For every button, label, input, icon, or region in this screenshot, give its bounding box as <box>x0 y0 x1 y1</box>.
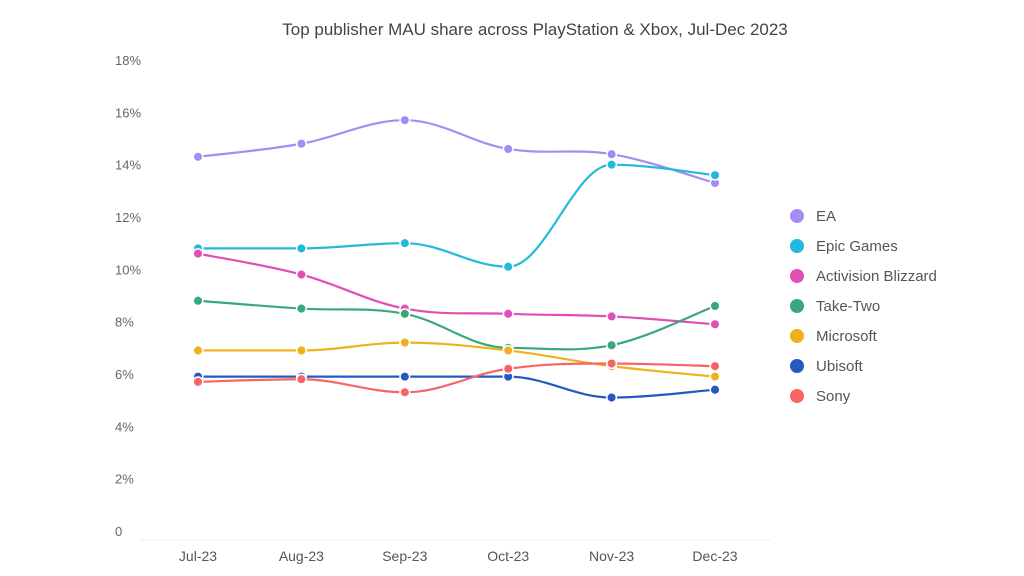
data-point-activision-blizzard <box>295 269 307 281</box>
y-tick-label: 4% <box>115 419 134 434</box>
data-point-ubisoft <box>606 392 618 404</box>
y-tick-label: 18% <box>115 53 141 68</box>
data-point-sony <box>192 376 204 388</box>
y-tick-label: 12% <box>115 210 141 225</box>
data-point-activision-blizzard <box>709 318 721 330</box>
y-tick-label: 8% <box>115 315 134 330</box>
legend-marker-take-two <box>790 299 804 313</box>
data-point-take-two <box>399 308 411 320</box>
data-point-epic-games <box>709 169 721 181</box>
series-line-take-two <box>196 299 717 351</box>
data-point-ubisoft <box>709 384 721 396</box>
legend: EA Epic Games Activision Blizzard Take-Two M… <box>790 208 937 405</box>
y-tick-label: 2% <box>115 472 134 487</box>
series-line-sony <box>196 362 717 394</box>
data-point-microsoft <box>192 344 204 357</box>
data-point-take-two <box>295 303 307 315</box>
x-tick-label: Jul-23 <box>179 548 217 564</box>
legend-marker-activision-blizzard <box>790 269 804 283</box>
y-tick-label: 14% <box>115 158 141 173</box>
data-point-microsoft <box>502 344 514 357</box>
legend-label-ea: EA <box>816 208 836 225</box>
y-tick-label: 10% <box>115 262 141 277</box>
x-tick-label: Nov-23 <box>589 548 634 564</box>
legend-label-microsoft: Microsoft <box>816 328 878 345</box>
legend-marker-epic-games <box>790 239 804 253</box>
data-point-microsoft <box>295 344 307 357</box>
data-point-take-two <box>192 295 204 307</box>
data-point-activision-blizzard <box>606 310 618 322</box>
data-point-epic-games <box>606 159 618 171</box>
data-point-take-two <box>709 300 721 312</box>
x-tick-label: Dec-23 <box>692 548 737 564</box>
data-point-activision-blizzard <box>192 248 204 260</box>
x-tick-label: Oct-23 <box>487 548 529 564</box>
data-point-ea <box>502 143 514 155</box>
x-tick-label: Sep-23 <box>382 548 427 564</box>
y-tick-label: 6% <box>115 367 134 382</box>
y-axis: 0 2% 4% 6% 8% 10% 12% 14% 16% 18% <box>115 53 141 539</box>
data-point-ea <box>606 148 618 160</box>
series-line-epic-games <box>196 163 717 268</box>
data-point-sony <box>502 363 514 375</box>
data-point-sony <box>709 360 721 372</box>
x-axis: Jul-23 Aug-23 Sep-23 Oct-23 Nov-23 Dec-23 <box>179 548 738 564</box>
legend-label-take-two: Take-Two <box>816 298 880 315</box>
data-point-epic-games <box>399 237 411 249</box>
series-line-ubisoft <box>196 375 717 399</box>
data-point-sony <box>606 357 618 370</box>
legend-label-activision-blizzard: Activision Blizzard <box>816 268 937 285</box>
series-line-activision-blizzard <box>196 252 717 326</box>
legend-label-sony: Sony <box>816 388 851 405</box>
data-point-sony <box>399 386 411 398</box>
data-point-activision-blizzard <box>502 308 514 320</box>
data-point-take-two <box>606 339 618 351</box>
series-lines <box>196 119 717 399</box>
chart-title: Top publisher MAU share across PlayStati… <box>282 20 788 39</box>
legend-marker-sony <box>790 389 804 403</box>
data-point-epic-games <box>502 261 514 273</box>
data-point-microsoft <box>709 371 721 383</box>
legend-marker-ea <box>790 209 804 223</box>
data-point-ea <box>295 138 307 150</box>
series-points <box>192 114 721 404</box>
data-point-ea <box>192 151 204 163</box>
legend-label-ubisoft: Ubisoft <box>816 358 864 375</box>
series-line-ea <box>196 119 717 185</box>
legend-marker-ubisoft <box>790 359 804 373</box>
legend-marker-microsoft <box>790 329 804 343</box>
data-point-ea <box>399 114 411 126</box>
series-line-microsoft <box>196 341 717 378</box>
y-tick-label: 16% <box>115 105 141 120</box>
y-tick-label: 0 <box>115 524 122 539</box>
data-point-epic-games <box>295 242 307 254</box>
legend-label-epic-games: Epic Games <box>816 238 898 255</box>
x-tick-label: Aug-23 <box>279 548 324 564</box>
data-point-microsoft <box>399 337 411 349</box>
data-point-ubisoft <box>399 371 411 383</box>
data-point-sony <box>295 373 307 385</box>
